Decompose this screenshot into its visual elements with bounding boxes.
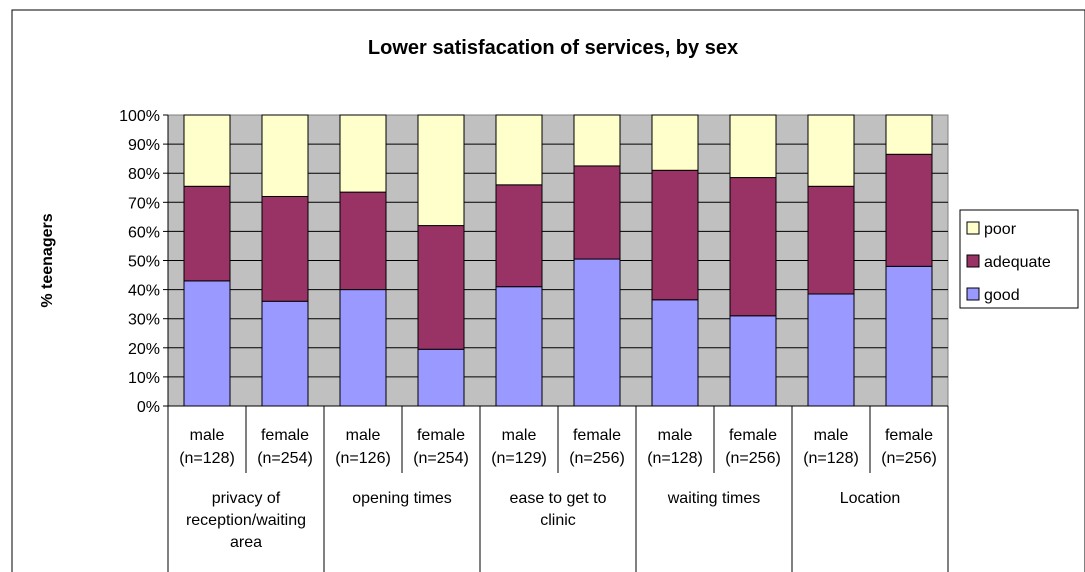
group-label: area [230, 534, 262, 551]
bar-segment-adequate [183, 185, 231, 282]
legend-swatch-good [966, 287, 980, 301]
x-tick-label: (n=256) [881, 450, 937, 467]
x-tick-label: female [261, 427, 309, 444]
legend [959, 209, 1079, 309]
x-tick-label: male [190, 427, 225, 444]
legend-swatch-poor [966, 221, 980, 235]
x-tick-label: (n=256) [569, 450, 625, 467]
group-label: Location [840, 490, 901, 507]
group-label: privacy of [212, 490, 281, 507]
y-tick-label: 90% [128, 137, 160, 154]
x-tick-label: (n=128) [179, 450, 235, 467]
bar-segment-good [885, 265, 933, 407]
bar-segment-poor [807, 114, 855, 187]
bar-segment-good [261, 300, 309, 407]
y-tick-label: 70% [128, 195, 160, 212]
x-tick-label: female [885, 427, 933, 444]
legend-label-good: good [984, 287, 1020, 304]
bar-segment-adequate [885, 153, 933, 267]
bar-segment-poor [339, 114, 387, 193]
bar-segment-adequate [417, 225, 465, 350]
y-tick-label: 0% [137, 399, 160, 416]
legend-swatch-adequate [966, 254, 980, 268]
x-tick-label: male [346, 427, 381, 444]
x-tick-label: (n=128) [647, 450, 703, 467]
bar-segment-poor [495, 114, 543, 186]
bar-segment-good [417, 348, 465, 407]
bar-segment-poor [183, 114, 231, 187]
bar-segment-adequate [729, 177, 777, 317]
x-tick-label: (n=254) [257, 450, 313, 467]
x-tick-label: (n=129) [491, 450, 547, 467]
legend-label-poor: poor [984, 221, 1017, 238]
bar-segment-poor [651, 114, 699, 171]
y-tick-label: 50% [128, 254, 160, 271]
bar-segment-good [729, 315, 777, 407]
x-tick-label: female [417, 427, 465, 444]
y-tick-label: 60% [128, 224, 160, 241]
bar-segment-poor [261, 114, 309, 197]
bar-segment-good [573, 258, 621, 407]
x-tick-label: male [658, 427, 693, 444]
bar-segment-poor [573, 114, 621, 167]
y-tick-label: 20% [128, 341, 160, 358]
chart-title: Lower satisfacation of services, by sex [368, 37, 738, 59]
x-tick-label: (n=128) [803, 450, 859, 467]
y-tick-label: 10% [128, 370, 160, 387]
x-tick-label: (n=256) [725, 450, 781, 467]
bar-segment-good [651, 299, 699, 407]
y-tick-label: 80% [128, 166, 160, 183]
group-label: clinic [540, 512, 576, 529]
y-tick-label: 30% [128, 312, 160, 329]
bar-segment-adequate [807, 185, 855, 295]
bar-segment-good [495, 286, 543, 407]
x-tick-label: female [573, 427, 621, 444]
group-label: waiting times [667, 490, 760, 507]
x-tick-label: male [502, 427, 537, 444]
y-tick-label: 40% [128, 283, 160, 300]
x-tick-label: (n=126) [335, 450, 391, 467]
y-tick-label: 100% [119, 108, 160, 125]
x-tick-label: (n=254) [413, 450, 469, 467]
bar-segment-poor [417, 114, 465, 227]
x-tick-label: male [814, 427, 849, 444]
bar-segment-adequate [339, 191, 387, 291]
group-label: ease to get to [510, 490, 607, 507]
bar-segment-good [807, 293, 855, 407]
bar-segment-adequate [261, 195, 309, 302]
bar-segment-adequate [495, 184, 543, 288]
x-tick-label: female [729, 427, 777, 444]
group-label: reception/waiting [186, 512, 306, 529]
bar-segment-adequate [651, 169, 699, 301]
group-label: opening times [352, 490, 452, 507]
bar-segment-poor [885, 114, 933, 155]
bar-segment-good [183, 280, 231, 407]
legend-label-adequate: adequate [984, 254, 1051, 271]
bar-segment-good [339, 289, 387, 407]
bar-segment-adequate [573, 165, 621, 260]
bar-segment-poor [729, 114, 777, 179]
y-axis-label: % teenagers [39, 213, 56, 307]
